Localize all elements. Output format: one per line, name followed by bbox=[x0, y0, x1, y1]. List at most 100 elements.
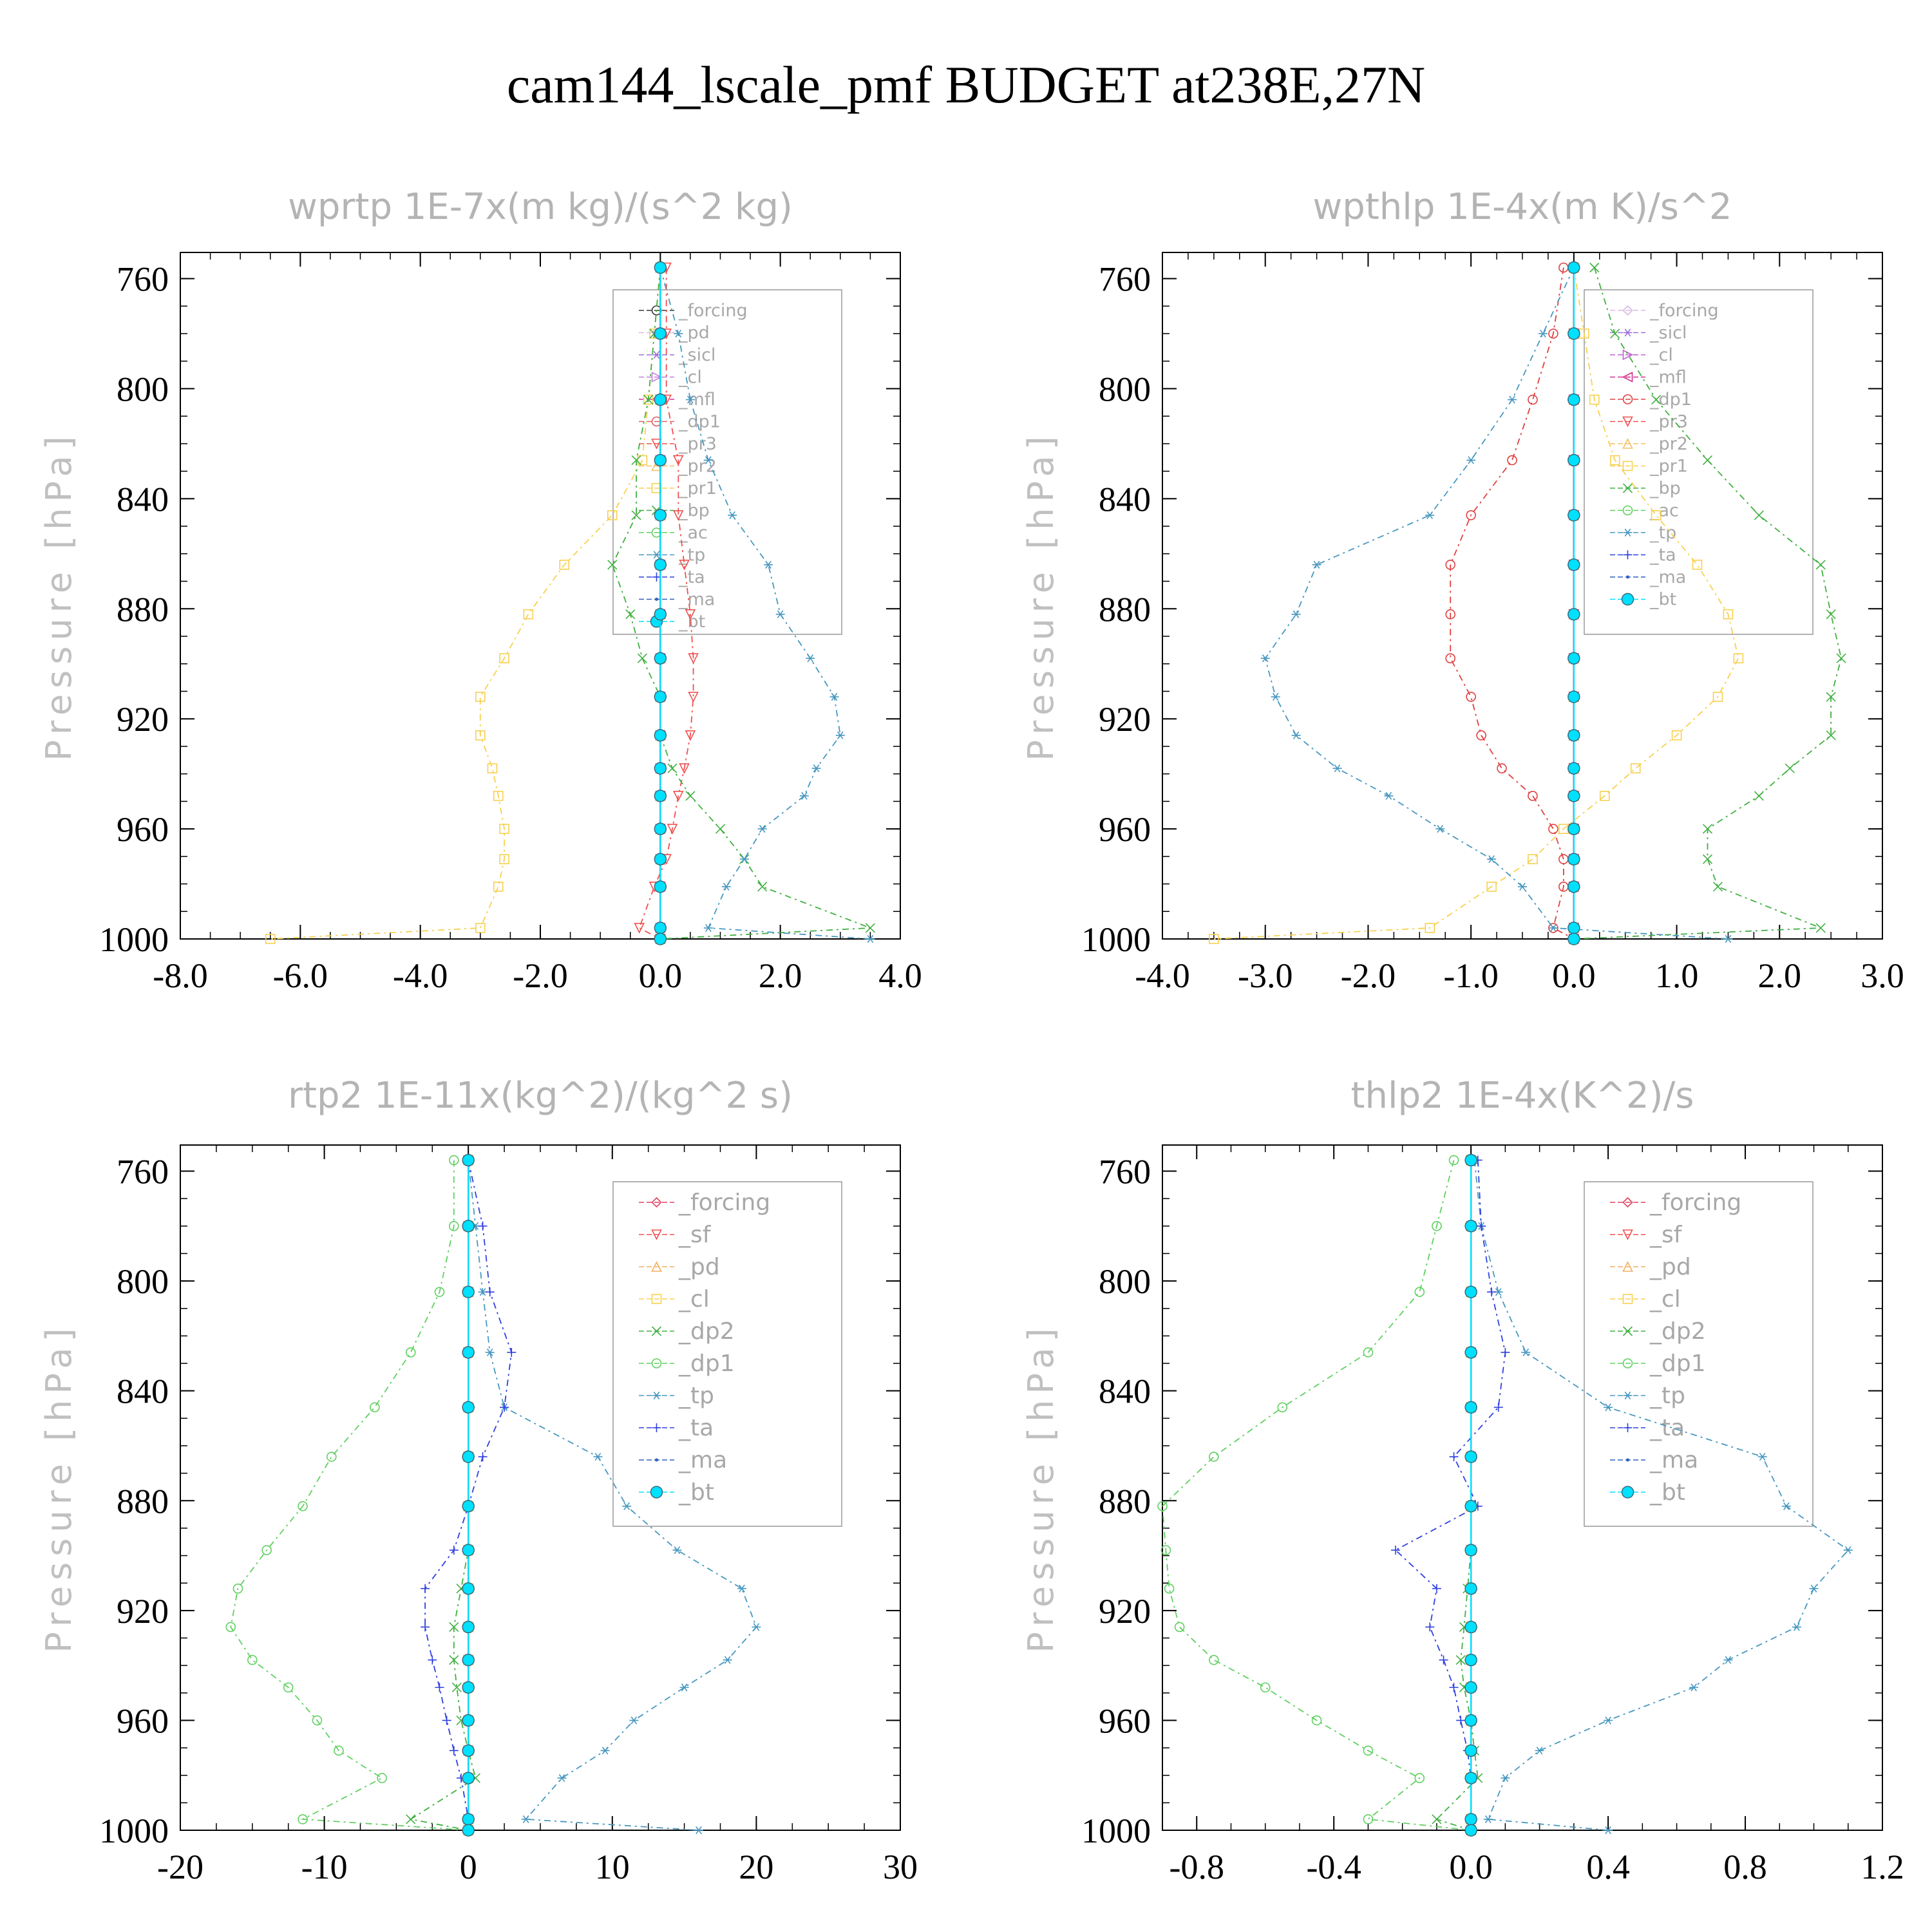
data-point bbox=[1589, 262, 1600, 273]
legend-label: _dp1 bbox=[1649, 1350, 1706, 1377]
legend-marker bbox=[655, 1458, 658, 1462]
legend-marker bbox=[1622, 1358, 1633, 1368]
data-point bbox=[667, 824, 678, 835]
legend-marker bbox=[1626, 1458, 1629, 1462]
data-point bbox=[1604, 1403, 1613, 1412]
data-point bbox=[1432, 1814, 1442, 1824]
x-tick-label: -2.0 bbox=[1341, 956, 1396, 995]
data-point bbox=[1567, 558, 1580, 571]
y-tick-label: 1000 bbox=[99, 1812, 169, 1850]
y-tick-label: 960 bbox=[1099, 1701, 1151, 1740]
data-point bbox=[1671, 730, 1682, 741]
series-dp2 bbox=[1432, 1155, 1483, 1835]
x-tick-label: 0 bbox=[460, 1848, 477, 1886]
data-point bbox=[499, 854, 509, 864]
legend-label: _tp bbox=[1649, 523, 1676, 543]
data-point bbox=[1757, 1452, 1767, 1461]
series-ta bbox=[1391, 1155, 1510, 1835]
data-point bbox=[679, 560, 690, 571]
data-point bbox=[1702, 455, 1713, 466]
data-point bbox=[799, 791, 809, 800]
y-tick-label: 920 bbox=[117, 700, 169, 739]
data-point bbox=[654, 393, 667, 406]
data-point bbox=[449, 1221, 459, 1231]
data-point bbox=[1651, 510, 1662, 520]
data-point bbox=[739, 855, 749, 864]
legend-marker bbox=[1623, 1391, 1633, 1400]
legend-marker bbox=[652, 573, 661, 582]
data-point bbox=[462, 1153, 475, 1167]
legend-label: _pr2 bbox=[1649, 434, 1688, 454]
legend-label: _pd bbox=[678, 1254, 720, 1280]
y-tick-label: 800 bbox=[117, 370, 169, 408]
data-point bbox=[478, 1221, 488, 1231]
data-point bbox=[1464, 1450, 1477, 1463]
legend-marker bbox=[1623, 528, 1633, 537]
legend-label: _pr1 bbox=[1649, 457, 1688, 477]
data-point bbox=[1723, 1656, 1733, 1664]
legend-label: _cl bbox=[1649, 345, 1673, 365]
data-point bbox=[1723, 934, 1733, 943]
data-point bbox=[462, 1582, 475, 1595]
data-point bbox=[672, 1546, 682, 1555]
data-point bbox=[326, 1452, 337, 1462]
legend-marker bbox=[1623, 1423, 1633, 1432]
legend-marker bbox=[651, 1358, 662, 1368]
data-point bbox=[1277, 1402, 1288, 1413]
legend-marker bbox=[1622, 1294, 1633, 1304]
data-point bbox=[1651, 395, 1662, 405]
data-point bbox=[449, 1546, 459, 1555]
legend-label: _forcing bbox=[1649, 1189, 1741, 1216]
legend-label: _pr3 bbox=[678, 434, 717, 454]
x-tick-label: 10 bbox=[595, 1848, 630, 1886]
data-point bbox=[462, 1681, 475, 1694]
data-point bbox=[1464, 1714, 1477, 1727]
data-point bbox=[1363, 1347, 1374, 1358]
data-point bbox=[654, 690, 667, 703]
legend-label: _sicl bbox=[1649, 323, 1687, 343]
chart-thlp2: thlp2 1E-4x(K^2)/s Pressure [hPa] 760 800 84… bbox=[1021, 1075, 1904, 1886]
series-ta bbox=[421, 1155, 516, 1835]
data-point bbox=[462, 1772, 475, 1785]
data-point bbox=[462, 1714, 475, 1727]
legend-marker bbox=[1621, 1486, 1634, 1499]
data-point bbox=[685, 609, 696, 620]
data-point bbox=[1464, 1220, 1477, 1233]
data-point bbox=[688, 653, 699, 664]
data-point bbox=[1567, 822, 1580, 835]
data-point bbox=[703, 456, 713, 464]
series-line bbox=[1162, 1160, 1472, 1831]
data-point bbox=[757, 825, 767, 833]
data-point bbox=[1160, 1545, 1171, 1555]
data-point bbox=[1836, 653, 1846, 663]
x-tick-label: 0.4 bbox=[1586, 1848, 1630, 1886]
legend-marker bbox=[1622, 460, 1633, 471]
data-point bbox=[1538, 329, 1548, 338]
series-dp1 bbox=[225, 1155, 474, 1835]
series-line bbox=[1450, 267, 1575, 940]
plot-frame bbox=[180, 252, 901, 940]
data-point bbox=[1548, 328, 1558, 339]
legend: _forcing_pd_sicl_cl_mfl_dp1_pr3_pr2_pr1_… bbox=[612, 289, 842, 635]
legend-marker bbox=[1623, 328, 1633, 337]
data-point bbox=[1432, 1584, 1441, 1593]
legend-label: _sf bbox=[678, 1222, 712, 1248]
data-point bbox=[1567, 790, 1580, 802]
data-point bbox=[1826, 730, 1836, 741]
series-bp bbox=[607, 262, 875, 944]
legend-marker bbox=[651, 416, 662, 427]
data-point bbox=[634, 923, 645, 934]
data-point bbox=[1535, 1747, 1544, 1755]
legend-label: _pr1 bbox=[678, 478, 717, 498]
data-point bbox=[334, 1745, 344, 1756]
panel-title: rtp2 1E-11x(kg^2)/(kg^2 s) bbox=[288, 1075, 793, 1117]
data-point bbox=[312, 1715, 323, 1726]
data-point bbox=[1692, 560, 1703, 570]
data-point bbox=[1260, 1682, 1271, 1693]
legend-marker bbox=[1622, 372, 1633, 383]
data-point bbox=[487, 763, 498, 773]
data-point bbox=[1508, 395, 1517, 404]
data-point bbox=[283, 1682, 294, 1693]
x-tick-label: -6.0 bbox=[273, 956, 328, 995]
data-point bbox=[654, 790, 667, 802]
